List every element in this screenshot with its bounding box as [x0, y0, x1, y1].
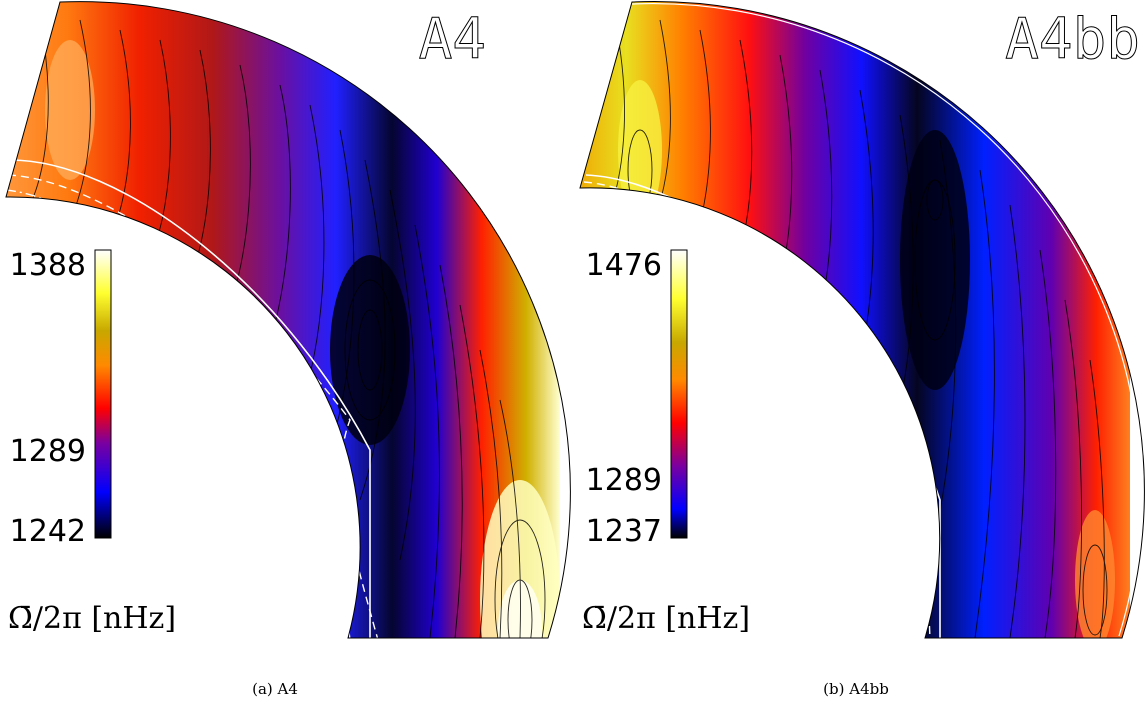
panel-a: A4 1388 1289 1242 Ω̄/2π [nHz] (a) A4	[5, 1, 571, 698]
panel-b-caption: (b) A4bb	[823, 680, 889, 698]
panel-a-colorbar	[94, 249, 112, 539]
panel-b-colorbar	[670, 249, 688, 539]
panel-a-label: A4	[419, 7, 486, 72]
panel-a-colorbar-tick-mid: 1289	[10, 434, 86, 469]
panel-b-colorbar-tick-mid: 1289	[586, 463, 662, 498]
panel-b-colorbar-label: Ω̄/2π [nHz]	[582, 601, 750, 636]
panel-b: A4bb 1476 1289 1237 Ω̄/2π [nHz] (b) A4bb	[579, 1, 1145, 698]
panel-a-colorbar-tick-min: 1242	[10, 514, 86, 549]
panel-b-label: A4bb	[1005, 7, 1140, 72]
panel-b-colorbar-tick-min: 1237	[586, 514, 662, 549]
panel-a-colorbar-tick-max: 1388	[10, 248, 86, 283]
panel-a-colorbar-label: Ω̄/2π [nHz]	[8, 601, 176, 636]
panel-a-caption: (a) A4	[252, 680, 298, 698]
panel-b-field	[580, 1, 1130, 639]
panel-b-colorbar-tick-max: 1476	[586, 248, 662, 283]
